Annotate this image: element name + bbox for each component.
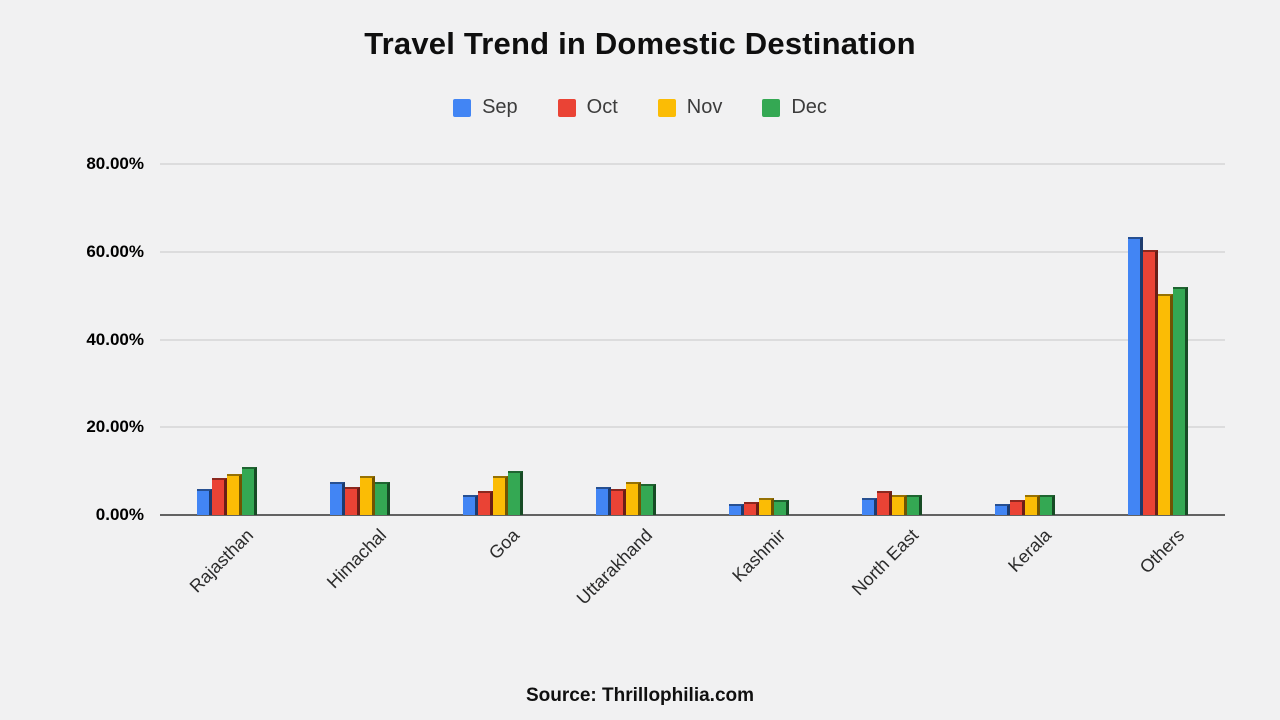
legend-item-oct: Oct <box>557 96 618 119</box>
bar-oct-rajasthan <box>211 477 227 515</box>
x-category-label: Himachal <box>322 525 390 593</box>
y-tick-label: 0.00% <box>95 505 144 524</box>
category-group-himachal: Himachal <box>293 164 426 592</box>
x-category-label: North East <box>848 525 923 600</box>
bar-dec-goa <box>507 471 523 515</box>
legend-label: Oct <box>586 96 618 118</box>
legend-swatch-icon <box>557 98 576 117</box>
legend-item-sep: Sep <box>453 96 518 119</box>
chart-title: Travel Trend in Domestic Destination <box>364 26 916 61</box>
bar-dec-kashmir <box>774 499 790 515</box>
x-axis-line <box>160 514 1225 516</box>
legend-label: Sep <box>482 96 518 118</box>
y-tick-label: 80.00% <box>86 154 144 173</box>
bar-oct-himachal <box>344 486 360 515</box>
legend-item-dec: Dec <box>762 96 827 119</box>
legend-swatch-icon <box>762 98 781 117</box>
bar-oct-north-east <box>877 491 893 515</box>
bar-dec-others <box>1173 287 1189 515</box>
y-tick-label: 20.00% <box>86 417 144 437</box>
legend: Sep Oct Nov Dec <box>0 96 1280 119</box>
gridline <box>160 339 1225 340</box>
bar-sep-north-east <box>862 497 878 515</box>
bar-nov-himachal <box>359 475 375 515</box>
bar-sep-goa <box>462 495 478 515</box>
plot-area: 0.00% 20.00% 40.00% 60.00% 80.00% Rajasthan Hi… <box>86 154 1225 608</box>
bar-sep-uttarakhand <box>595 486 611 515</box>
bar-nov-uttarakhand <box>625 482 641 515</box>
gridline <box>160 426 1225 428</box>
x-category-label: Rajasthan <box>185 525 257 597</box>
legend-swatch-icon <box>453 98 472 117</box>
category-group-kashmir: Kashmir <box>693 164 826 586</box>
bar-oct-uttarakhand <box>610 488 626 515</box>
gridline <box>160 163 1225 165</box>
bar-sep-himachal <box>329 482 345 515</box>
bar-dec-rajasthan <box>241 466 257 515</box>
bar-nov-kashmir <box>759 497 775 515</box>
legend-label: Dec <box>791 96 827 118</box>
category-group-kerala: Kerala <box>959 164 1092 576</box>
bar-nov-kerala <box>1025 495 1041 515</box>
bar-sep-kerala <box>995 504 1011 515</box>
legend-swatch-icon <box>657 98 676 117</box>
bar-dec-north-east <box>907 495 923 515</box>
x-category-label: Goa <box>484 525 523 564</box>
bar-sep-kashmir <box>729 504 745 515</box>
bar-nov-goa <box>492 475 508 515</box>
bar-nov-others <box>1158 293 1174 515</box>
bar-sep-rajasthan <box>196 488 212 515</box>
category-group-north-east: North East <box>826 164 959 599</box>
category-group-uttarakhand: Uttarakhand <box>559 164 692 608</box>
bar-sep-others <box>1128 236 1144 515</box>
category-group-goa: Goa <box>426 164 559 563</box>
source-caption: Source: Thrillophilia.com <box>525 685 755 706</box>
bar-nov-rajasthan <box>226 473 242 515</box>
bar-dec-himachal <box>374 482 390 515</box>
x-category-label: Uttarakhand <box>572 525 657 609</box>
bar-groups: Rajasthan Himachal Goa Uttarakhand Kashmir No… <box>160 164 1225 608</box>
bar-oct-kerala <box>1010 499 1026 515</box>
bar-dec-kerala <box>1040 495 1056 515</box>
bar-oct-goa <box>477 491 493 515</box>
x-category-label: Others <box>1136 525 1189 578</box>
bar-oct-others <box>1143 249 1159 515</box>
bar-dec-uttarakhand <box>640 484 656 515</box>
category-group-rajasthan: Rajasthan <box>160 164 293 596</box>
x-category-label: Kerala <box>1004 525 1056 576</box>
category-group-others: Others <box>1092 164 1225 577</box>
legend-item-nov: Nov <box>657 96 723 119</box>
y-tick-label: 60.00% <box>86 241 144 261</box>
y-tick-label: 40.00% <box>86 329 144 349</box>
x-category-label: Kashmir <box>728 525 790 586</box>
legend-label: Nov <box>686 96 723 118</box>
bar-oct-kashmir <box>744 502 760 515</box>
bar-nov-north-east <box>892 495 908 515</box>
gridline <box>160 251 1225 253</box>
